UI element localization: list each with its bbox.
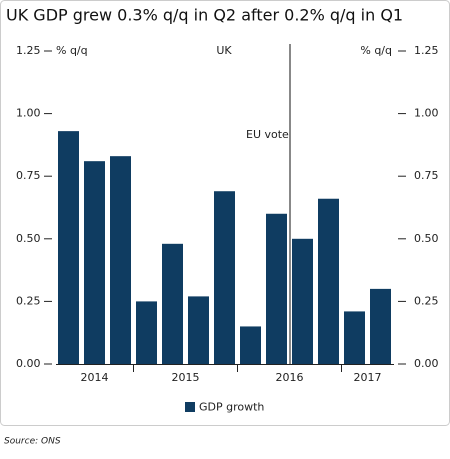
bar <box>292 238 313 364</box>
bar <box>344 311 365 364</box>
y-unit-left: % q/q <box>56 44 88 57</box>
bar <box>136 301 157 364</box>
legend-label: GDP growth <box>199 401 264 414</box>
bar <box>58 131 79 364</box>
bar <box>162 243 183 364</box>
bar <box>318 198 339 364</box>
y-tick-label-right: 0.00 <box>414 357 439 370</box>
y-tick-label: 1.00 <box>16 107 41 120</box>
bar <box>370 288 391 364</box>
bar <box>188 296 209 364</box>
bar <box>266 213 287 364</box>
y-unit-right: % q/q <box>360 44 392 57</box>
annotation: EU vote <box>246 128 289 141</box>
chart-title: UK GDP grew 0.3% q/q in Q2 after 0.2% q/… <box>6 6 403 25</box>
y-tick-label-right: 0.50 <box>414 232 439 245</box>
y-tick-label-right: 0.75 <box>414 169 439 182</box>
x-tick-label: 2016 <box>276 371 304 384</box>
y-tick-label-right: 0.25 <box>414 294 439 307</box>
y-tick-label: 0.25 <box>16 294 41 307</box>
legend-swatch <box>185 402 195 412</box>
x-tick-label: 2014 <box>81 371 109 384</box>
y-tick-label: 1.25 <box>16 44 41 57</box>
y-tick-label-right: 1.25 <box>414 44 439 57</box>
y-tick-label: 0.75 <box>16 169 41 182</box>
y-tick-label-right: 1.00 <box>414 107 439 120</box>
y-tick-label: 0.00 <box>16 357 41 370</box>
y-tick-label: 0.50 <box>16 232 41 245</box>
bar <box>214 191 235 364</box>
source: Source: ONS <box>4 437 61 447</box>
bar <box>240 326 261 364</box>
bar <box>110 156 131 364</box>
subtitle: UK <box>216 44 232 57</box>
bar <box>84 161 105 364</box>
x-tick-label: 2015 <box>172 371 200 384</box>
x-tick-label: 2017 <box>354 371 382 384</box>
